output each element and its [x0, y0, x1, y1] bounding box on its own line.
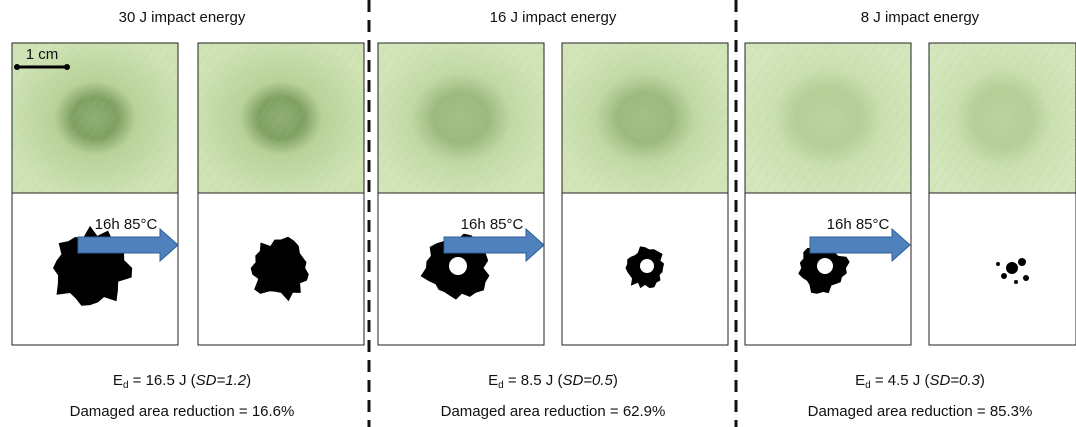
energy-symbol: E	[488, 372, 498, 389]
energy-sd: SD=0.3	[929, 372, 980, 389]
energy-value: = 4.5 J (	[871, 372, 930, 389]
energy-symbol: E	[855, 372, 865, 389]
reduction-text: Damaged area reduction = 16.6%	[70, 403, 295, 420]
damage-hole	[640, 259, 654, 273]
reduction-text: Damaged area reduction = 62.9%	[441, 403, 666, 420]
damage-speck	[996, 262, 1000, 266]
arrow-label: 16h 85°C	[827, 216, 890, 233]
arrow-label: 16h 85°C	[461, 216, 524, 233]
photo-texture	[562, 43, 728, 193]
energy-symbol: E	[113, 372, 123, 389]
panel-title: 30 J impact energy	[119, 9, 246, 26]
reduction-text: Damaged area reduction = 85.3%	[808, 403, 1033, 420]
arrow	[809, 227, 911, 263]
energy-close: )	[980, 372, 985, 389]
energy-value: = 16.5 J (	[129, 372, 196, 389]
photo-texture	[745, 43, 911, 193]
photo-texture	[929, 43, 1076, 193]
scale-bar-end	[14, 64, 20, 70]
damage-speck	[1014, 280, 1018, 284]
energy-close: )	[613, 372, 618, 389]
panel-title: 16 J impact energy	[490, 9, 617, 26]
energy-subscript: d	[865, 380, 871, 391]
photo-texture	[198, 43, 364, 193]
arrow	[77, 227, 179, 263]
damage-speck	[1001, 273, 1007, 279]
scale-bar-end	[64, 64, 70, 70]
energy-subscript: d	[123, 380, 129, 391]
arrow	[443, 227, 545, 263]
damage-speck	[1023, 275, 1029, 281]
damage-hole	[449, 257, 467, 275]
damage-speck	[1018, 258, 1026, 266]
energy-text: Ed = 8.5 J (SD=0.5)	[488, 372, 618, 391]
arrow-label: 16h 85°C	[95, 216, 158, 233]
damage-map	[928, 192, 1076, 346]
panel: 30 J impact energy 16h 85°C Ed = 16.5 J (S…	[11, 9, 365, 420]
energy-sd: SD=0.5	[562, 372, 613, 389]
energy-value: = 8.5 J (	[504, 372, 563, 389]
energy-sd: SD=1.2	[196, 372, 247, 389]
energy-close: )	[246, 372, 251, 389]
photo-texture	[378, 43, 544, 193]
panel-title: 8 J impact energy	[861, 9, 980, 26]
energy-subscript: d	[498, 380, 504, 391]
panel: 16 J impact energy 16h 85°C Ed = 8.5 J (SD…	[377, 9, 729, 420]
damage-hole	[817, 258, 833, 274]
scale-bar-label: 1 cm	[26, 46, 59, 63]
panel: 8 J impact energy 16h 85°C Ed = 4.5 J (SD=…	[744, 9, 1076, 420]
damage-blob	[250, 236, 309, 302]
damage-speck	[1006, 262, 1018, 274]
energy-text: Ed = 16.5 J (SD=1.2)	[113, 372, 251, 391]
energy-text: Ed = 4.5 J (SD=0.3)	[855, 372, 985, 391]
